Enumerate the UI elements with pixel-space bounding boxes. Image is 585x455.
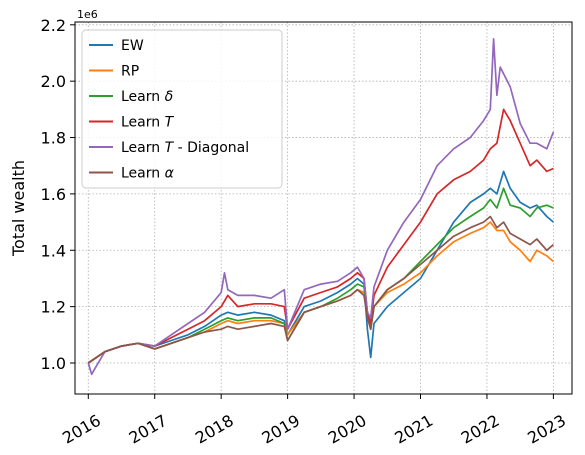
x-axis-ticks: 2016 2017 2018 2019 2020 2021 2022 2023 [59, 394, 569, 448]
legend-label: Learn α [121, 166, 175, 182]
y-tick-label: 2.0 [41, 72, 66, 91]
legend-label: RP [121, 64, 139, 80]
y-axis-label: Total wealth [9, 160, 28, 257]
y-tick-label: 2.2 [41, 16, 66, 35]
y-offset-label: 1e6 [77, 8, 98, 21]
x-tick-label: 2016 [59, 411, 104, 448]
y-tick-label: 1.4 [41, 241, 66, 260]
legend-box [82, 30, 282, 188]
y-tick-label: 1.6 [41, 185, 66, 204]
series-line-5 [88, 217, 553, 364]
y-tick-label: 1.2 [41, 298, 66, 317]
legend-label-part: Learn [121, 140, 165, 156]
legend-label-part: Learn [121, 166, 165, 182]
x-tick-label: 2017 [126, 411, 171, 448]
legend-label: Learn T [121, 115, 175, 131]
x-tick-label: 2021 [391, 411, 436, 448]
legend-label-part: - Diagonal [173, 140, 249, 156]
x-tick-label: 2018 [192, 411, 237, 448]
y-tick-label: 1.0 [41, 354, 66, 373]
series-line-2 [88, 188, 553, 363]
legend-label: Learn δ [121, 89, 173, 105]
legend-label: EW [121, 38, 144, 54]
series-line-0 [88, 171, 553, 363]
y-tick-label: 1.8 [41, 129, 66, 148]
legend-label-part: Learn [121, 89, 165, 105]
legend-label-part: T [165, 115, 175, 131]
x-tick-label: 2020 [325, 411, 370, 448]
x-tick-label: 2022 [458, 411, 503, 448]
legend-label: Learn T - Diagonal [121, 140, 249, 156]
x-tick-label: 2023 [524, 411, 569, 448]
legend-label-part: Learn [121, 115, 165, 131]
legend-label-part: RP [121, 64, 139, 80]
legend-label-part: α [165, 166, 175, 182]
x-tick-label: 2019 [258, 411, 303, 448]
legend-label-part: EW [121, 38, 144, 54]
legend-label-part: δ [165, 89, 174, 105]
y-axis-ticks: 1.0 1.2 1.4 1.6 1.8 2.0 2.2 [41, 16, 75, 373]
